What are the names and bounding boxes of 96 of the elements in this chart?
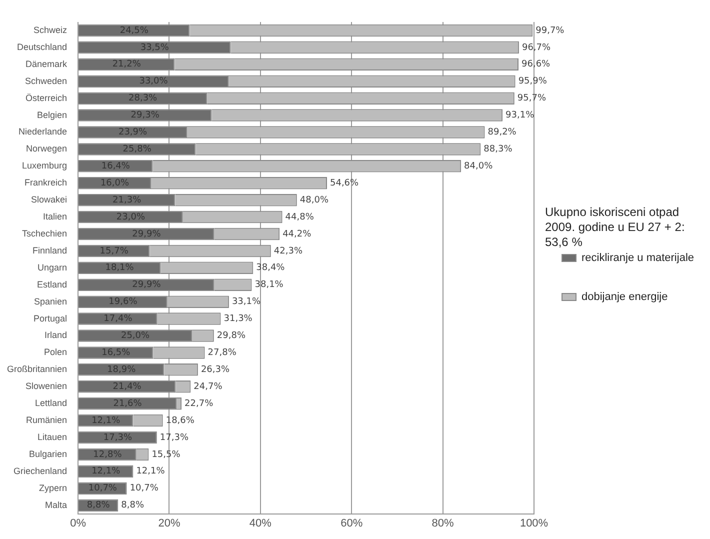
text: Ukupno iskorisceni otpad 2009. godine u EU 27 + 2: 53,6 % xyxy=(545,205,686,250)
total-label: 44,8% xyxy=(285,212,314,222)
y-tick-label: Luxemburg xyxy=(22,160,68,171)
y-tick-label: Slowenien xyxy=(26,381,68,392)
total-label: 31,3% xyxy=(224,314,253,324)
y-tick-label: Finnland xyxy=(32,245,68,256)
total-label: 99,7% xyxy=(536,26,565,36)
y-tick-label: Österreich xyxy=(26,92,68,103)
y-tick-label: Großbritannien xyxy=(7,364,68,374)
data-label: 33,5% xyxy=(140,42,170,53)
y-tick-label: Spanien xyxy=(34,296,68,306)
total-label: 89,2% xyxy=(488,128,517,138)
data-label: 29,3% xyxy=(130,110,160,121)
y-tick-label: Litauen xyxy=(38,432,68,442)
total-label: 93,1% xyxy=(506,110,535,121)
x-tick-label: 100% xyxy=(520,517,548,530)
data-label: 18,1% xyxy=(105,263,134,274)
total-label: 15,5% xyxy=(152,450,181,460)
total-label: 42,3% xyxy=(274,246,303,256)
total-label: 22,7% xyxy=(184,398,214,409)
total-label: 88,3% xyxy=(484,144,513,155)
total-label: 10,7% xyxy=(130,484,159,494)
y-tick-label: Niederlande xyxy=(18,126,68,137)
total-label: 18,6% xyxy=(166,416,195,426)
total-label: 8,8% xyxy=(121,500,144,511)
data-label: 29,9% xyxy=(132,229,162,240)
data-label: 16,0% xyxy=(100,178,130,188)
data-label: 19,6% xyxy=(108,297,138,308)
y-tick-label: Schweiz xyxy=(34,24,68,35)
y-tick-label: Rumänien xyxy=(26,415,68,426)
y-tick-label: Deutschland xyxy=(16,42,68,52)
y-tick-label: Dänemark xyxy=(26,58,68,69)
data-label: 25,0% xyxy=(120,331,150,342)
data-label: 12,8% xyxy=(93,450,122,460)
data-label: 16,4% xyxy=(101,161,130,172)
data-label: 16,5% xyxy=(102,348,131,358)
data-label: 17,4% xyxy=(104,314,133,324)
total-label: 96,6% xyxy=(522,60,551,70)
y-tick-label: Tschechien xyxy=(22,228,68,238)
total-label: 84,0% xyxy=(464,161,494,172)
y-tick-label: Belgien xyxy=(37,110,68,120)
data-label: 21,3% xyxy=(112,195,142,206)
y-tick-label: Lettland xyxy=(35,398,68,408)
x-tick-label: 60% xyxy=(340,517,363,530)
total-label: 95,9% xyxy=(518,76,548,87)
data-label: 23,0% xyxy=(116,212,146,222)
x-tick-label: 40% xyxy=(249,517,272,530)
total-label: 54,6% xyxy=(330,178,360,188)
y-tick-label: Malta xyxy=(45,500,68,510)
data-label: 28,3% xyxy=(128,94,158,104)
total-label: 26,3% xyxy=(200,364,230,375)
y-tick-label: Portugal xyxy=(34,313,68,324)
total-label: 27,8% xyxy=(208,348,237,358)
data-label: 18,9% xyxy=(107,364,136,375)
y-tick-label: Polen xyxy=(44,347,68,358)
legend-label: recikliranje u materijale xyxy=(582,252,694,264)
data-label: 17,3% xyxy=(103,432,132,443)
y-tick-label: Irland xyxy=(44,330,68,340)
data-label: 12,1% xyxy=(92,466,121,477)
total-label: 44,2% xyxy=(282,229,312,240)
data-label: 29,9% xyxy=(132,280,162,290)
y-tick-label: Ungarn xyxy=(38,262,68,272)
x-tick-label: 80% xyxy=(432,517,454,530)
legend-label: dobijanje energije xyxy=(582,291,668,304)
data-label: 24,5% xyxy=(120,26,149,36)
total-label: 96,7% xyxy=(522,42,552,53)
total-label: 38,1% xyxy=(254,280,284,290)
y-tick-label: Zypern xyxy=(39,482,68,493)
data-label: 21,4% xyxy=(112,382,142,392)
data-label: 23,9% xyxy=(118,128,148,138)
data-label: 21,2% xyxy=(112,60,142,70)
total-label: 24,7% xyxy=(194,382,223,392)
y-tick-label: Bulgarien xyxy=(29,448,68,459)
y-tick-label: Schweden xyxy=(25,76,68,86)
data-label: 12,1% xyxy=(92,416,121,426)
y-tick-label: Estland xyxy=(37,279,68,290)
total-label: 33,1% xyxy=(232,297,261,308)
data-label: 33,0% xyxy=(139,76,168,87)
y-tick-label: Frankreich xyxy=(24,178,68,188)
data-label: 8,8% xyxy=(86,500,110,511)
y-tick-label: Slowakei xyxy=(31,194,68,205)
total-label: 95,7% xyxy=(517,94,546,104)
data-label: 21,6% xyxy=(113,398,142,409)
y-tick-label: Griechenland xyxy=(13,466,68,476)
x-tick-label: 20% xyxy=(158,517,180,530)
total-label: 29,8% xyxy=(216,331,246,342)
data-label: 25,8% xyxy=(122,144,152,155)
data-label: 10,7% xyxy=(88,484,118,494)
total-label: 17,3% xyxy=(160,432,189,443)
data-label: 15,7% xyxy=(100,246,129,256)
y-tick-label: Norwegen xyxy=(26,144,68,154)
y-tick-label: Italien xyxy=(43,212,68,222)
x-tick-label: 0% xyxy=(70,517,86,530)
total-label: 48,0% xyxy=(300,195,329,206)
total-label: 12,1% xyxy=(136,466,166,477)
total-label: 38,4% xyxy=(256,263,286,274)
